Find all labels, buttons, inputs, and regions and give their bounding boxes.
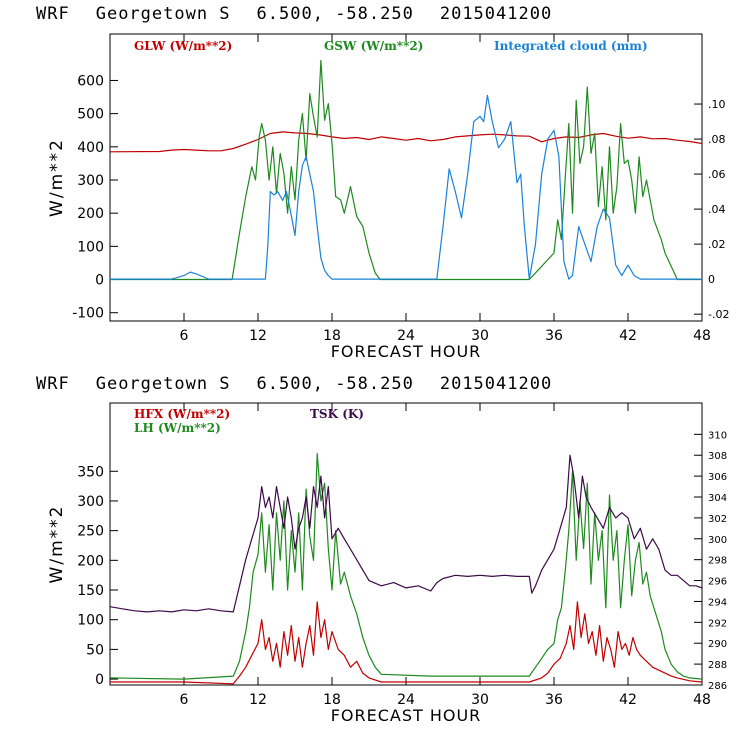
y2-tick-label: 308: [708, 451, 727, 462]
legend-entry: GLW (W/m**2): [134, 39, 232, 53]
y-tick-label: 100: [77, 613, 104, 629]
y2-tick-label: 292: [708, 618, 727, 629]
chart-title: WRF Georgetown S 6.500, -58.250 2015041200: [36, 4, 552, 24]
x-tick-label: 24: [397, 692, 415, 708]
chart-upper-radiation-cloud: WRF Georgetown S 6.500, -58.250 2015041200 …: [36, 4, 729, 361]
y-axis-label: W/m**2: [47, 138, 67, 217]
y2-tick-label: 288: [708, 660, 727, 671]
x-tick-label: 12: [249, 328, 267, 344]
plot-frame: [109, 402, 703, 686]
title-run: 2015041200: [439, 4, 553, 24]
y-tick-label: 50: [86, 642, 104, 658]
title-model: WRF: [36, 4, 70, 24]
y2-tick-label: .08: [708, 133, 726, 146]
y2-tick-label: -.02: [708, 308, 729, 321]
y-tick-label: 350: [77, 464, 104, 480]
series-line-lh: [110, 452, 702, 680]
y-tick-label: 0: [95, 273, 104, 289]
y2-tick-label: 310: [708, 430, 727, 441]
y2-tick-label: .04: [708, 203, 726, 216]
x-tick-label: 48: [693, 692, 711, 708]
legend-entry: GSW (W/m**2): [324, 39, 423, 53]
chart-title: WRF Georgetown S 6.500, -58.250 2015041200: [36, 374, 552, 394]
title-site: Georgetown S: [95, 374, 231, 394]
legend-entry: TSK (K): [310, 407, 364, 421]
x-tick-label: 36: [545, 692, 563, 708]
series-line-glw: [110, 131, 702, 153]
y-tick-label: 200: [77, 553, 104, 569]
y-axis-label: W/m**2: [47, 505, 67, 584]
y-tick-label: 0: [95, 672, 104, 688]
x-tick-label: 18: [323, 328, 341, 344]
series-line-tsk: [110, 454, 702, 613]
title-site: Georgetown S: [95, 4, 231, 24]
y2-tick-label: 302: [708, 514, 727, 525]
y-tick-label: 600: [77, 73, 104, 89]
y2-tick-label: .02: [708, 238, 726, 251]
plot-area: 6 12 18 24 30 36 42 48 FORECAST HOUR -100 0 100 200 3…: [47, 33, 729, 361]
plot-area: 6 12 18 24 30 36 42 48 FORECAST HOUR 0 50 100 150 200…: [47, 402, 727, 725]
y2-tick-label: 286: [708, 681, 727, 692]
x-tick-label: 42: [619, 328, 637, 344]
x-tick-label: 12: [249, 692, 267, 708]
y-tick-label: 500: [77, 107, 104, 123]
y2-tick-label: 304: [708, 493, 727, 504]
title-coords: 6.500, -58.250: [256, 374, 414, 394]
y-tick-label: 100: [77, 239, 104, 255]
x-axis-label: FORECAST HOUR: [331, 706, 482, 725]
x-tick-label: 24: [397, 328, 415, 344]
x-tick-label: 6: [180, 328, 189, 344]
title-model: WRF: [36, 374, 70, 394]
x-tick-label: 30: [471, 328, 489, 344]
legend-entry: Integrated cloud (mm): [494, 39, 648, 53]
legend-entry: LH (W/m**2): [134, 421, 221, 435]
series-line-integrated-cloud: [110, 94, 702, 280]
x-axis-label: FORECAST HOUR: [331, 342, 482, 361]
plot-frame: [109, 33, 703, 322]
y2-tick-label: 296: [708, 577, 727, 588]
x-tick-label: 18: [323, 692, 341, 708]
x-tick-label: 36: [545, 328, 563, 344]
y-tick-label: 300: [77, 494, 104, 510]
y-tick-label: 400: [77, 140, 104, 156]
x-tick-label: 6: [180, 692, 189, 708]
title-run: 2015041200: [439, 374, 553, 394]
y2-tick-label: .10: [708, 98, 726, 111]
y-tick-label: 250: [77, 524, 104, 540]
title-coords: 6.500, -58.250: [256, 4, 414, 24]
y2-tick-label: 0: [708, 273, 715, 286]
y2-tick-label: 294: [708, 597, 727, 608]
x-tick-label: 42: [619, 692, 637, 708]
y-tick-label: 300: [77, 173, 104, 189]
y2-tick-label: 300: [708, 535, 727, 546]
y2-tick-label: 298: [708, 556, 727, 567]
y-tick-label: -100: [72, 306, 104, 322]
y2-tick-label: 290: [708, 639, 727, 650]
x-tick-label: 48: [693, 328, 711, 344]
chart-lower-fluxes-skin-temp: WRF Georgetown S 6.500, -58.250 2015041200 …: [0, 370, 740, 740]
series-line-hfx: [110, 601, 702, 685]
legend-entry: HFX (W/m**2): [134, 407, 230, 421]
y2-tick-label: .06: [708, 168, 726, 181]
y-tick-label: 150: [77, 583, 104, 599]
x-tick-label: 30: [471, 692, 489, 708]
y2-tick-label: 306: [708, 472, 727, 483]
y-tick-label: 200: [77, 206, 104, 222]
